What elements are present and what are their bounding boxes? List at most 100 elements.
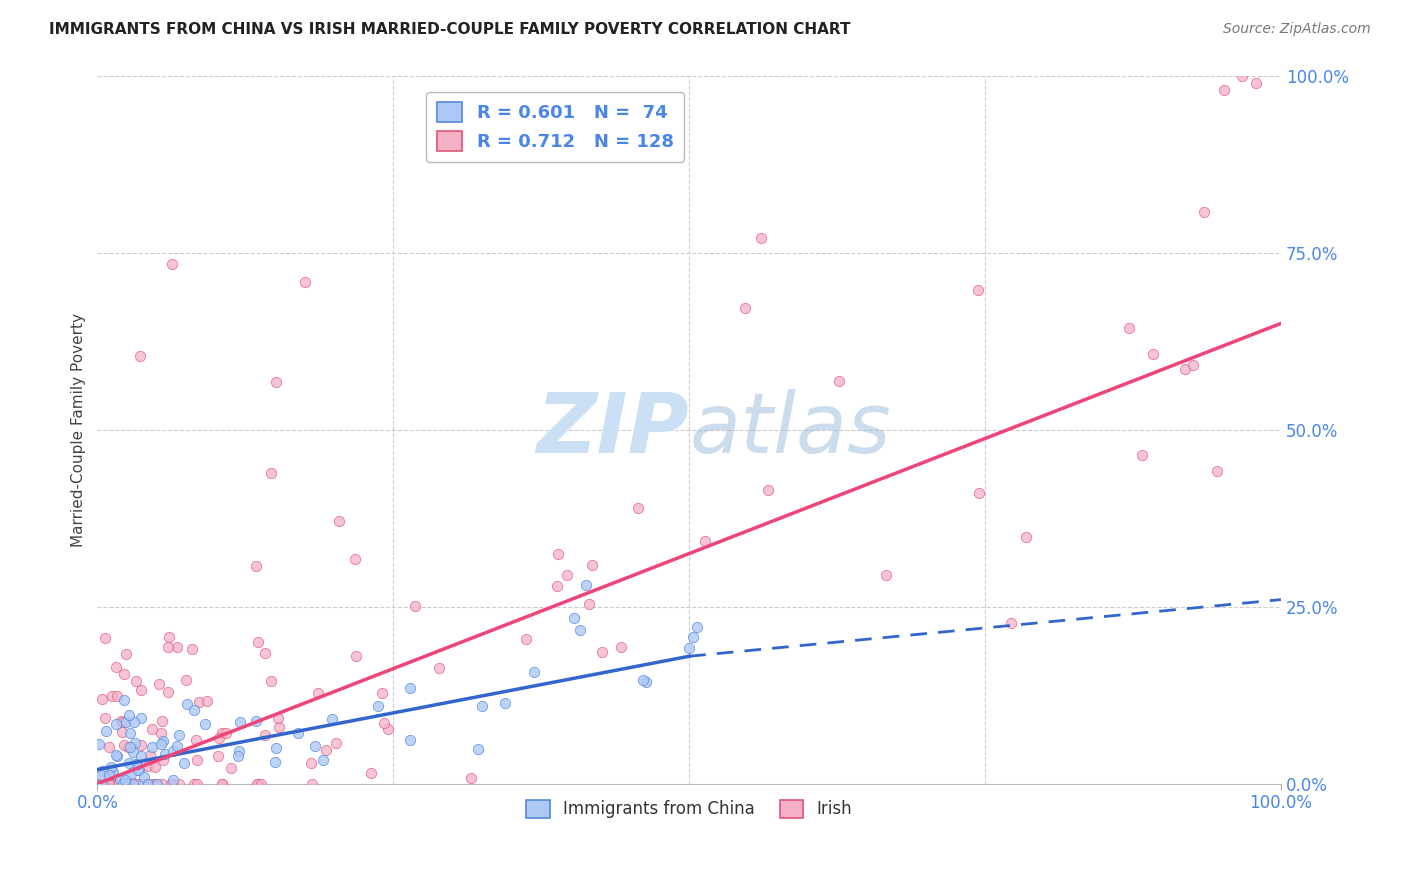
Point — [129, 749, 152, 764]
Point — [156, 684, 179, 698]
Point — [328, 514, 350, 528]
Y-axis label: Married-Couple Family Poverty: Married-Couple Family Poverty — [72, 312, 86, 547]
Point — [125, 674, 148, 689]
Point — [344, 648, 367, 663]
Point — [124, 736, 146, 750]
Point — [494, 696, 516, 710]
Point — [120, 775, 142, 789]
Point — [299, 756, 322, 771]
Point — [150, 777, 173, 791]
Point — [125, 777, 148, 791]
Point — [610, 640, 633, 654]
Point — [166, 640, 188, 654]
Point — [118, 726, 141, 740]
Point — [141, 722, 163, 736]
Point — [186, 753, 208, 767]
Point — [399, 681, 422, 695]
Point — [264, 740, 287, 755]
Point — [100, 760, 122, 774]
Point — [89, 777, 111, 791]
Point — [112, 715, 135, 730]
Point — [146, 777, 169, 791]
Point — [547, 547, 569, 561]
Point — [344, 552, 367, 566]
Point — [633, 673, 655, 687]
Point — [127, 757, 149, 772]
Point — [467, 741, 489, 756]
Point — [90, 692, 112, 706]
Point — [756, 483, 779, 497]
Point — [132, 777, 155, 791]
Point — [162, 773, 184, 788]
Point — [360, 765, 382, 780]
Point — [114, 773, 136, 788]
Point — [97, 777, 120, 791]
Point — [568, 624, 591, 638]
Point — [118, 707, 141, 722]
Point — [122, 777, 145, 791]
Point — [246, 777, 269, 791]
Point — [94, 631, 117, 645]
Point — [117, 740, 139, 755]
Point — [101, 777, 124, 791]
Point — [249, 777, 271, 791]
Point — [404, 599, 426, 613]
Point — [100, 689, 122, 703]
Point — [581, 558, 603, 573]
Legend: Immigrants from China, Irish: Immigrants from China, Irish — [520, 793, 859, 825]
Point — [211, 777, 233, 791]
Point — [138, 748, 160, 763]
Point — [219, 761, 242, 775]
Point — [682, 631, 704, 645]
Point — [152, 734, 174, 748]
Point — [678, 641, 700, 656]
Point — [121, 767, 143, 781]
Point — [93, 777, 115, 791]
Point — [114, 776, 136, 790]
Point — [1213, 83, 1236, 97]
Point — [367, 698, 389, 713]
Point — [1181, 358, 1204, 372]
Point — [107, 690, 129, 704]
Point — [100, 765, 122, 780]
Point — [121, 777, 143, 791]
Point — [734, 301, 756, 315]
Point — [186, 733, 208, 747]
Point — [214, 726, 236, 740]
Point — [162, 744, 184, 758]
Point — [160, 257, 183, 271]
Text: atlas: atlas — [689, 389, 891, 470]
Point — [103, 777, 125, 791]
Point — [246, 635, 269, 649]
Point — [110, 725, 132, 739]
Point — [301, 777, 323, 791]
Point — [174, 673, 197, 688]
Point — [122, 745, 145, 759]
Point — [195, 694, 218, 708]
Point — [169, 777, 191, 791]
Point — [142, 777, 165, 791]
Point — [315, 742, 337, 756]
Point — [828, 374, 851, 388]
Point — [129, 711, 152, 725]
Point — [138, 759, 160, 773]
Point — [105, 777, 128, 791]
Point — [128, 777, 150, 791]
Point — [108, 772, 131, 786]
Point — [114, 714, 136, 729]
Point — [591, 645, 613, 659]
Point — [112, 739, 135, 753]
Point — [264, 375, 287, 389]
Point — [377, 723, 399, 737]
Point — [152, 753, 174, 767]
Point — [267, 711, 290, 725]
Point — [129, 738, 152, 752]
Point — [254, 728, 277, 742]
Point — [371, 686, 394, 700]
Point — [94, 711, 117, 725]
Point — [135, 777, 157, 791]
Point — [94, 777, 117, 791]
Point — [120, 777, 142, 791]
Point — [228, 744, 250, 758]
Point — [141, 740, 163, 755]
